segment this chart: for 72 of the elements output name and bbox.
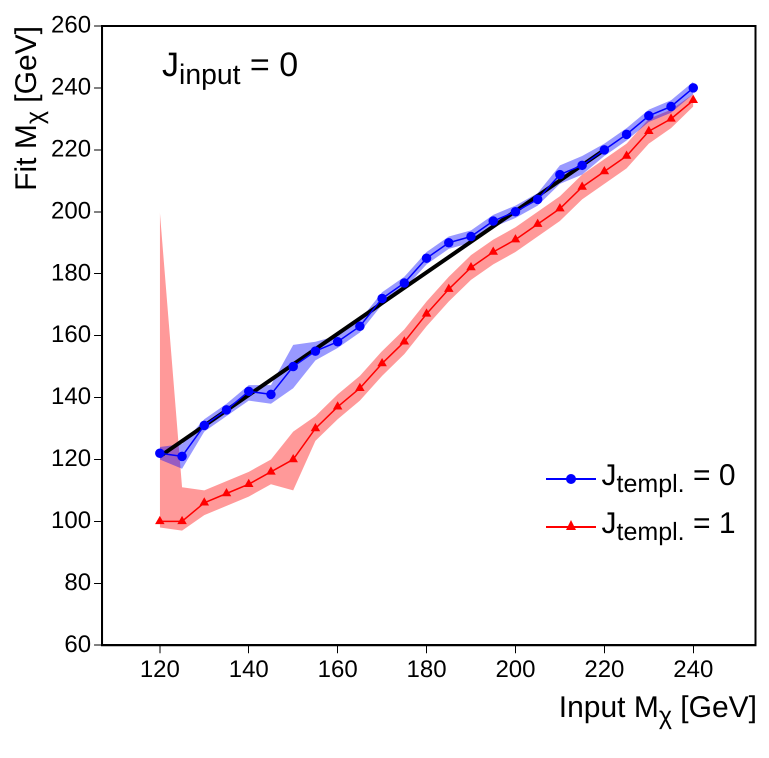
point	[288, 362, 298, 372]
legend-label: J$_{templ.}$ = 1	[602, 507, 736, 548]
y-tick-label: 60	[64, 630, 92, 658]
point	[622, 151, 631, 159]
point	[333, 402, 342, 410]
x-axis-title: Input M$_{χ}$ [GeV]	[558, 691, 757, 732]
y-tick-label: 120	[50, 445, 92, 472]
point	[178, 516, 186, 524]
point	[577, 160, 587, 170]
point	[689, 96, 698, 104]
point	[644, 111, 654, 121]
point	[511, 234, 520, 242]
y-tick-label: 180	[50, 259, 92, 286]
point	[666, 102, 676, 112]
point	[177, 452, 187, 462]
point	[400, 278, 410, 288]
point	[266, 467, 276, 475]
legend-label: J$_{templ.}$ = 0	[602, 459, 736, 500]
x-tick-label: 180	[406, 656, 447, 684]
point	[400, 337, 409, 345]
point	[555, 170, 565, 180]
y-tick-label: 160	[50, 321, 92, 348]
point	[266, 390, 276, 400]
point	[532, 194, 542, 204]
point	[200, 498, 208, 506]
point	[466, 262, 476, 270]
y-tick-label: 80	[64, 568, 92, 596]
point	[600, 145, 610, 155]
point	[422, 309, 431, 317]
point	[666, 114, 676, 122]
point	[688, 83, 698, 93]
point	[200, 420, 210, 430]
y-tick-label: 260	[50, 12, 92, 39]
point	[488, 216, 498, 226]
y-tick-label: 140	[50, 383, 92, 410]
point	[578, 182, 586, 190]
point	[244, 386, 254, 396]
point	[444, 238, 454, 248]
point	[533, 219, 542, 227]
x-tick-label: 200	[495, 656, 536, 684]
point	[156, 516, 164, 524]
y-tick-label: 200	[50, 197, 92, 224]
point	[644, 126, 654, 134]
point	[310, 346, 320, 356]
y-tick-label: 240	[50, 74, 92, 101]
point	[622, 130, 632, 140]
point	[356, 383, 364, 391]
y-tick-label: 100	[50, 506, 92, 534]
point	[378, 358, 386, 366]
point	[510, 207, 520, 217]
point	[244, 479, 253, 487]
point	[489, 247, 498, 255]
point	[466, 232, 476, 242]
x-tick-label: 220	[584, 656, 624, 684]
annotation: J$_{input}$ = 0	[162, 46, 298, 92]
point	[222, 405, 232, 415]
point	[311, 424, 320, 432]
point	[355, 322, 365, 332]
y-tick-label: 220	[50, 135, 92, 162]
point	[444, 284, 453, 292]
point	[288, 454, 298, 462]
point	[377, 294, 387, 304]
point	[155, 448, 165, 458]
point	[332, 337, 342, 347]
x-tick-label: 160	[318, 656, 358, 684]
point	[600, 166, 609, 174]
point	[222, 488, 231, 496]
x-tick-label: 240	[673, 656, 714, 684]
point	[422, 253, 432, 263]
point	[556, 204, 564, 212]
x-tick-label: 140	[228, 656, 269, 684]
x-tick-label: 120	[140, 656, 180, 684]
